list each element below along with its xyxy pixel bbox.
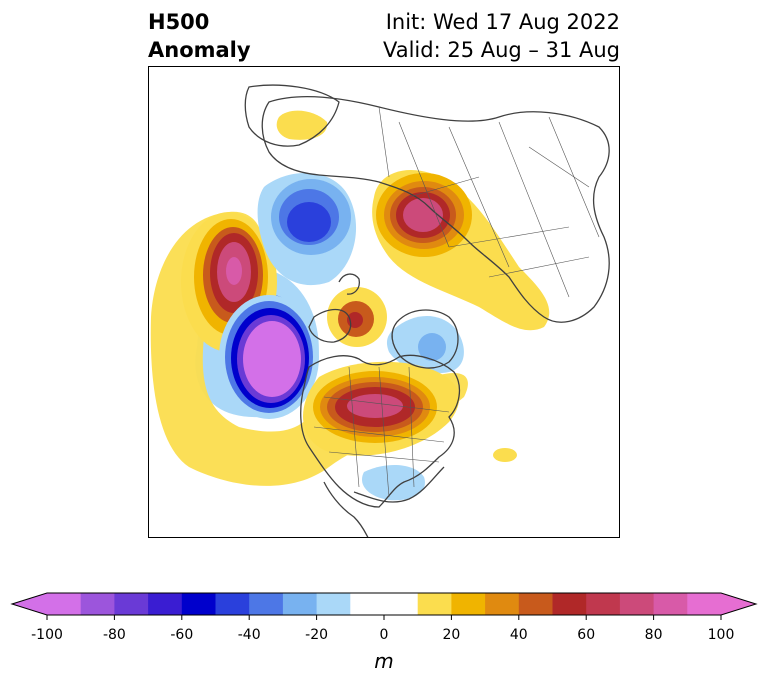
colorbar-bin xyxy=(350,593,419,615)
colorbar-bin xyxy=(80,593,115,615)
colorbar-bin xyxy=(47,593,82,615)
colorbar-bin xyxy=(485,593,520,615)
colorbar-bins xyxy=(10,592,758,616)
title-type: Anomaly xyxy=(148,38,251,62)
colorbar-tick-label: 20 xyxy=(442,627,460,643)
colorbar-under-extend xyxy=(12,593,47,615)
colorbar-tick-label: 60 xyxy=(577,627,595,643)
colorbar-bin xyxy=(249,593,284,615)
colorbar-bin xyxy=(619,593,655,615)
anomaly-atlantic-high xyxy=(493,448,517,462)
map-canvas xyxy=(150,84,610,537)
colorbar-tick-label: 100 xyxy=(708,627,735,643)
init-date: Init: Wed 17 Aug 2022 xyxy=(385,10,620,34)
colorbar-tick-label: -100 xyxy=(31,627,63,643)
anomaly-scandinavia-high xyxy=(372,170,550,331)
colorbar-bin xyxy=(586,593,621,615)
colorbar-bin xyxy=(316,593,351,615)
anomaly-siberia-low xyxy=(257,173,357,286)
colorbar-bin xyxy=(552,593,587,615)
anomaly-greenland-low xyxy=(386,315,464,374)
map-subtitle: Init: Wed 17 Aug 2022 Valid: 25 Aug – 31… xyxy=(383,8,620,64)
anomaly-gulf-low-core xyxy=(219,295,319,419)
colorbar-ticks: -100 -80 -60 -40 -20 0 20 40 60 80 100 xyxy=(31,615,734,643)
map-title: H500 Anomaly xyxy=(148,8,251,64)
colorbar-bin xyxy=(451,593,486,615)
coastlines xyxy=(244,84,610,537)
colorbar-tick-label: 0 xyxy=(380,627,389,643)
colorbar-tick-label: 80 xyxy=(645,627,663,643)
colorbar-bin xyxy=(181,593,216,615)
political-borders xyxy=(313,106,600,498)
colorbar-over-extend xyxy=(721,593,756,615)
colorbar-bin xyxy=(417,593,452,615)
anomaly-alaska-high xyxy=(327,287,387,347)
colorbar-tick-label: -20 xyxy=(305,627,328,643)
anomaly-canada-high xyxy=(302,361,460,456)
title-variable: H500 xyxy=(148,10,210,34)
colorbar-tick-label: -80 xyxy=(103,627,126,643)
colorbar-tick-label: -60 xyxy=(170,627,193,643)
colorbar-svg: -100 -80 -60 -40 -20 0 20 40 60 80 100 m xyxy=(10,592,758,673)
anomaly-central-pacific-high xyxy=(181,212,277,352)
valid-range: Valid: 25 Aug – 31 Aug xyxy=(382,38,620,62)
colorbar-bin xyxy=(215,593,250,615)
anomaly-southeast-us-low xyxy=(361,465,425,501)
colorbar-tick-label: -40 xyxy=(238,627,261,643)
colorbar-bin xyxy=(653,593,688,615)
colorbar-bin xyxy=(114,593,149,615)
colorbar: -100 -80 -60 -40 -20 0 20 40 60 80 100 m xyxy=(0,580,768,684)
colorbar-bin xyxy=(282,593,318,615)
colorbar-bin xyxy=(687,593,722,615)
anomaly-map xyxy=(148,66,620,538)
colorbar-bin xyxy=(518,593,553,615)
anomaly-sahara-high xyxy=(276,110,328,140)
colorbar-unit-label: m xyxy=(374,649,393,673)
colorbar-tick-label: 40 xyxy=(510,627,528,643)
colorbar-bin xyxy=(148,593,183,615)
